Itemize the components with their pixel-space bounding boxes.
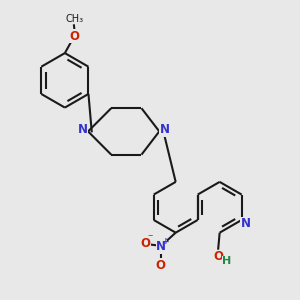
Text: N: N [77, 123, 88, 136]
Text: H: H [222, 256, 231, 266]
Text: N: N [156, 240, 166, 253]
Text: O: O [141, 237, 151, 250]
Text: N: N [160, 123, 170, 136]
Text: +: + [162, 238, 169, 247]
Text: O: O [214, 250, 224, 263]
Text: ⁻: ⁻ [147, 233, 152, 243]
Text: O: O [70, 30, 80, 43]
Text: CH₃: CH₃ [66, 14, 84, 24]
Text: N: N [241, 217, 251, 230]
Text: O: O [155, 259, 166, 272]
